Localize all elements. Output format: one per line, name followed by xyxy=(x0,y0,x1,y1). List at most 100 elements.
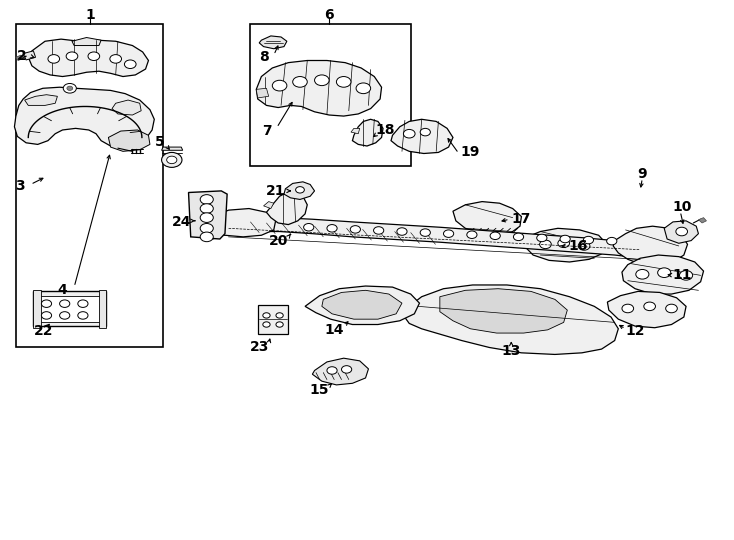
Text: 14: 14 xyxy=(324,323,344,337)
Polygon shape xyxy=(256,88,269,98)
Circle shape xyxy=(200,224,214,233)
Text: 18: 18 xyxy=(376,123,395,137)
Polygon shape xyxy=(189,191,227,239)
Polygon shape xyxy=(284,182,315,199)
Circle shape xyxy=(443,230,454,238)
Polygon shape xyxy=(305,286,419,325)
Circle shape xyxy=(78,312,88,319)
Text: 7: 7 xyxy=(261,124,272,138)
Text: 4: 4 xyxy=(58,284,68,298)
Circle shape xyxy=(41,312,51,319)
Circle shape xyxy=(420,129,430,136)
Circle shape xyxy=(59,300,70,307)
Text: 20: 20 xyxy=(269,234,288,248)
Circle shape xyxy=(490,232,501,240)
Text: 24: 24 xyxy=(172,215,191,229)
Polygon shape xyxy=(161,147,183,150)
Polygon shape xyxy=(211,208,276,237)
Circle shape xyxy=(327,367,337,374)
Polygon shape xyxy=(72,37,101,45)
Text: 1: 1 xyxy=(85,8,95,22)
Circle shape xyxy=(336,77,351,87)
Circle shape xyxy=(88,52,100,60)
Circle shape xyxy=(676,227,688,236)
Polygon shape xyxy=(25,94,57,105)
Text: 23: 23 xyxy=(250,341,269,354)
Circle shape xyxy=(272,80,287,91)
Circle shape xyxy=(48,55,59,63)
Circle shape xyxy=(680,271,693,280)
Circle shape xyxy=(67,86,73,90)
Polygon shape xyxy=(391,119,453,153)
Text: 22: 22 xyxy=(34,325,54,339)
Circle shape xyxy=(513,233,523,241)
Circle shape xyxy=(397,228,407,235)
Polygon shape xyxy=(440,289,567,333)
Circle shape xyxy=(350,226,360,233)
Polygon shape xyxy=(608,292,686,328)
Circle shape xyxy=(276,322,283,327)
Circle shape xyxy=(607,238,617,245)
Bar xyxy=(16,24,163,348)
Circle shape xyxy=(537,234,547,242)
Bar xyxy=(258,305,288,334)
Polygon shape xyxy=(23,51,35,60)
Circle shape xyxy=(315,75,329,86)
Circle shape xyxy=(374,227,384,234)
Text: 16: 16 xyxy=(569,239,588,253)
Circle shape xyxy=(420,229,430,237)
Polygon shape xyxy=(453,201,521,235)
Circle shape xyxy=(41,300,51,307)
Circle shape xyxy=(263,313,270,318)
Circle shape xyxy=(263,322,270,327)
Circle shape xyxy=(666,304,677,313)
Text: 5: 5 xyxy=(155,135,164,148)
Bar xyxy=(39,296,101,322)
Circle shape xyxy=(304,224,314,231)
Polygon shape xyxy=(15,87,154,147)
Polygon shape xyxy=(109,130,150,151)
Circle shape xyxy=(63,84,76,93)
Polygon shape xyxy=(266,192,308,225)
Circle shape xyxy=(636,269,649,279)
Polygon shape xyxy=(351,129,360,134)
Circle shape xyxy=(200,204,214,213)
Text: 8: 8 xyxy=(258,50,269,64)
Polygon shape xyxy=(213,218,642,258)
Text: 17: 17 xyxy=(512,212,531,226)
Bar xyxy=(33,292,106,326)
Polygon shape xyxy=(404,285,618,354)
Text: 15: 15 xyxy=(310,383,330,397)
Text: 9: 9 xyxy=(638,167,647,181)
Text: 21: 21 xyxy=(266,184,286,198)
Bar xyxy=(99,291,106,328)
Text: 2: 2 xyxy=(17,49,26,63)
Circle shape xyxy=(404,130,415,138)
Circle shape xyxy=(356,83,371,93)
Circle shape xyxy=(161,152,182,167)
Text: 6: 6 xyxy=(324,8,334,22)
Circle shape xyxy=(578,242,590,250)
Polygon shape xyxy=(664,221,699,244)
Text: 11: 11 xyxy=(672,268,691,282)
Circle shape xyxy=(78,300,88,307)
Text: 13: 13 xyxy=(501,344,521,358)
Circle shape xyxy=(622,304,633,313)
Polygon shape xyxy=(622,255,704,294)
Circle shape xyxy=(539,240,551,248)
Circle shape xyxy=(296,187,305,193)
Circle shape xyxy=(59,312,70,319)
Circle shape xyxy=(200,213,214,222)
Bar xyxy=(250,24,411,166)
Text: 3: 3 xyxy=(15,179,25,193)
Circle shape xyxy=(584,237,594,244)
Circle shape xyxy=(110,55,122,63)
Circle shape xyxy=(558,239,570,247)
Polygon shape xyxy=(313,358,368,385)
Circle shape xyxy=(276,313,283,318)
Polygon shape xyxy=(259,36,287,49)
Polygon shape xyxy=(352,119,383,146)
Polygon shape xyxy=(321,291,402,319)
Circle shape xyxy=(200,232,214,242)
Polygon shape xyxy=(256,60,382,116)
